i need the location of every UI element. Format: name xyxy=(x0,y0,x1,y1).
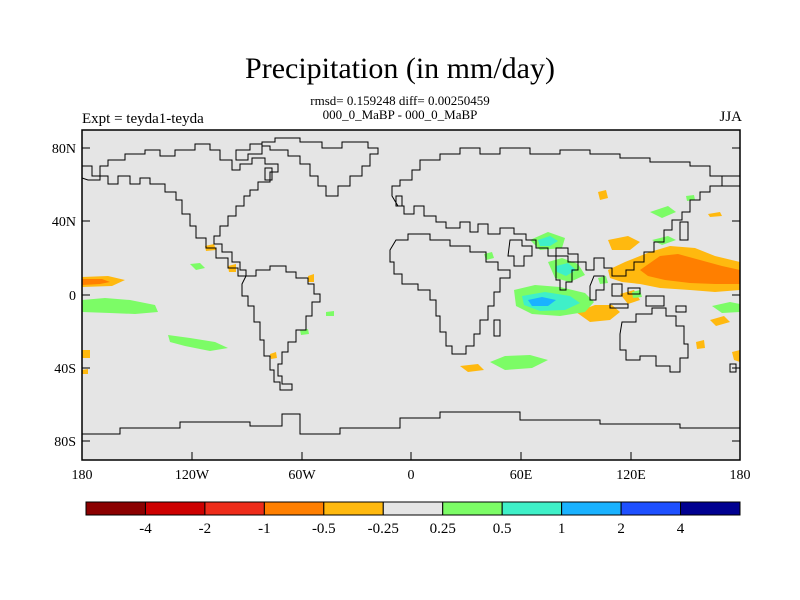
coast-australia xyxy=(619,307,689,373)
anomaly-patch-npac xyxy=(708,212,722,217)
lat-tick-labels: 80N 40N 0 40S 80S xyxy=(52,142,76,450)
coast-nz xyxy=(729,363,737,373)
lat-ticks xyxy=(82,147,740,442)
anomaly-patch-japan xyxy=(650,206,676,218)
colorbar-label: -0.25 xyxy=(368,521,399,537)
coast-uk xyxy=(395,195,403,207)
anomaly-contours xyxy=(82,190,740,374)
lon-label: 60W xyxy=(288,468,316,483)
anomaly-patch-indon xyxy=(598,276,608,284)
colorbar-swatch xyxy=(620,501,682,516)
comparison-line: 000_0_MaBP - 000_0_MaBP xyxy=(322,107,478,122)
coast-europe-asia xyxy=(391,147,723,277)
anomaly-patch-spac xyxy=(710,316,730,326)
lat-label: 0 xyxy=(69,289,76,304)
coast-alaska xyxy=(81,165,101,181)
colorbar-label: 2 xyxy=(617,521,625,537)
lon-label: 60E xyxy=(510,468,533,483)
colorbar-label: 4 xyxy=(677,521,685,537)
colorbar-swatch xyxy=(501,501,563,516)
colorbar-label: -1 xyxy=(258,521,271,537)
coast-africa xyxy=(389,233,511,355)
coast-indonesia xyxy=(609,295,687,313)
lon-label: 180 xyxy=(730,468,751,483)
experiment-label: Expt = teyda1-teyda xyxy=(82,111,204,127)
colorbar-label: -4 xyxy=(139,521,152,537)
lat-label: 80S xyxy=(54,435,76,450)
colorbar-swatch xyxy=(85,501,146,516)
map-title: Precipitation (in mm/day) xyxy=(245,52,555,85)
lon-label: 120W xyxy=(175,468,210,483)
colorbar-label: 1 xyxy=(558,521,566,537)
colorbar-swatch xyxy=(561,501,622,516)
season-label: JJA xyxy=(719,109,742,125)
lon-tick-labels: 180 120W 60W 0 60E 120E 180 xyxy=(72,468,751,483)
colorbar-swatch xyxy=(680,501,741,516)
coast-north-america xyxy=(99,143,279,277)
lon-label: 0 xyxy=(408,468,415,483)
colorbar-label: -0.5 xyxy=(312,521,336,537)
colorbar-swatch xyxy=(263,501,325,516)
lon-label: 180 xyxy=(72,468,93,483)
lat-label: 80N xyxy=(52,142,76,157)
coast-seasia xyxy=(589,275,641,301)
anomaly-patch-atl xyxy=(308,274,314,282)
anomaly-patch-wsp2 xyxy=(82,369,88,374)
anomaly-patch-spcz xyxy=(168,335,228,351)
anomaly-patch-wpac-core xyxy=(640,254,740,284)
anomaly-patch-india-core xyxy=(556,263,576,276)
anomaly-patch-atl-pos xyxy=(326,311,334,316)
coast-south-america xyxy=(241,265,321,391)
colorbar-swatch xyxy=(144,501,206,516)
anomaly-patch-tropepac xyxy=(82,298,158,314)
lon-ticks xyxy=(81,452,741,460)
coast-arabia xyxy=(507,239,533,267)
coast-madagascar xyxy=(493,319,501,337)
anomaly-patch-aus xyxy=(696,340,705,349)
colorbar-label: 0.5 xyxy=(493,521,512,537)
anomaly-patch-sam xyxy=(270,352,277,359)
colorbar-swatch xyxy=(204,501,265,516)
anomaly-patch-arabia-core xyxy=(538,236,558,246)
coast-japan xyxy=(679,221,689,241)
anomaly-patch-hawaii xyxy=(190,263,205,270)
coast-antarctica xyxy=(82,411,740,435)
stats-block: rmsd= 0.159248 diff= 0.00250459 000_0_Ma… xyxy=(0,94,800,122)
coast-greenland xyxy=(261,137,379,197)
colorbar-swatch xyxy=(382,501,444,516)
anomaly-patch-melanesia xyxy=(712,302,740,313)
lon-label: 120E xyxy=(616,468,646,483)
colorbar-swatch xyxy=(442,501,503,516)
anomaly-patch-esp xyxy=(732,350,740,362)
lat-label: 40S xyxy=(54,362,76,377)
anomaly-patch-bay xyxy=(608,236,640,250)
colorbar xyxy=(85,501,741,516)
anomaly-patch-safrica xyxy=(490,355,548,370)
coastlines xyxy=(81,137,741,435)
anomaly-patch-epac-core xyxy=(82,279,110,285)
coast-canada-islands xyxy=(235,143,273,181)
anomaly-patch-china xyxy=(598,190,608,200)
lat-label: 40N xyxy=(52,215,76,230)
anomaly-patch-io-pos-core xyxy=(528,297,556,306)
anomaly-patch-saf xyxy=(460,364,484,372)
anomaly-patch-wsp xyxy=(82,350,90,358)
coast-india xyxy=(555,255,579,291)
colorbar-label: -2 xyxy=(199,521,212,537)
colorbar-labels: -4 -2 -1 -0.5 -0.25 0.25 0.5 1 2 4 xyxy=(139,521,685,537)
colorbar-swatch xyxy=(323,501,384,516)
colorbar-label: 0.25 xyxy=(430,521,456,537)
rmsd-diff-line: rmsd= 0.159248 diff= 0.00250459 xyxy=(310,93,490,108)
